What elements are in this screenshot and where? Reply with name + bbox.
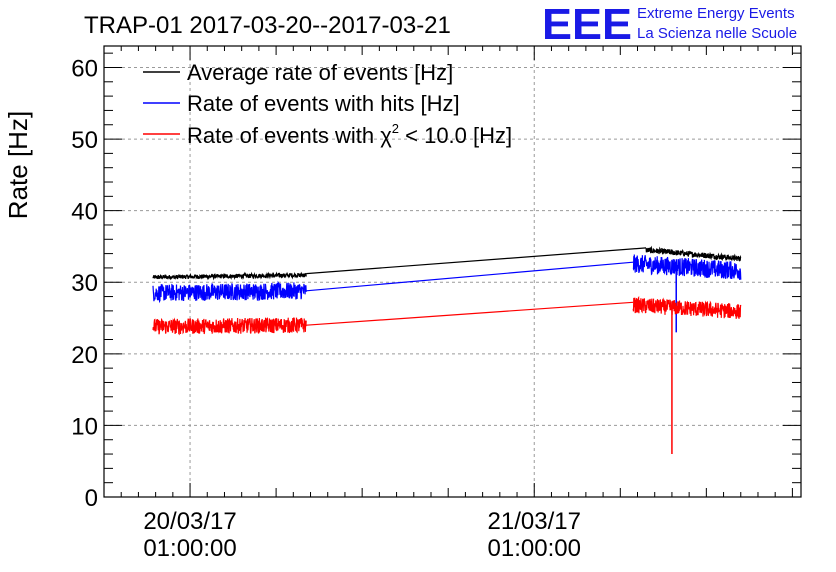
y-axis-ticks: 0 10 20 30 40 50 60 <box>71 52 801 512</box>
plot-frame <box>103 45 802 498</box>
y-tick-label: 50 <box>71 127 98 154</box>
series-hits-segment <box>152 280 307 304</box>
legend-label-chi2: Rate of events with χ2 < 10.0 [Hz] <box>187 121 512 148</box>
x-tick-label-time: 01:00:00 <box>143 535 236 562</box>
legend-label-avg: Average rate of events [Hz] <box>187 60 453 85</box>
eee-logo: EEE Extreme Energy Events La Scienza nel… <box>542 0 797 49</box>
series-avg-segment <box>645 245 742 262</box>
y-axis-label: Rate [Hz] <box>3 111 33 219</box>
chart-title: TRAP-01 2017-03-20--2017-03-21 <box>84 12 451 39</box>
eee-logo-mark: EEE <box>542 0 632 49</box>
eee-logo-line2: La Scienza nelle Scuole <box>637 25 797 42</box>
y-tick-label: 60 <box>71 55 98 82</box>
y-tick-label: 30 <box>71 270 98 297</box>
series-chi2-segment <box>306 301 634 326</box>
series-hits-segment <box>306 261 634 292</box>
x-tick-label-date: 21/03/17 <box>488 508 581 535</box>
grid-lines <box>104 46 801 497</box>
legend-label-hits: Rate of events with hits [Hz] <box>187 91 460 116</box>
y-tick-label: 0 <box>85 485 98 512</box>
series-avg-segment <box>306 247 647 275</box>
series-avg-segment <box>152 271 307 281</box>
series-hits-segment <box>632 254 742 280</box>
y-tick-label: 10 <box>71 413 98 440</box>
legend: Average rate of events [Hz] Rate of even… <box>143 60 512 148</box>
series-chi2-segment <box>152 316 307 336</box>
y-tick-label: 40 <box>71 199 98 226</box>
data-series <box>152 245 742 455</box>
eee-logo-line1: Extreme Energy Events <box>637 5 795 22</box>
x-tick-label-date: 20/03/17 <box>143 508 236 535</box>
x-tick-label-time: 01:00:00 <box>488 535 581 562</box>
y-tick-label: 20 <box>71 342 98 369</box>
series-chi2-segment <box>632 295 742 319</box>
